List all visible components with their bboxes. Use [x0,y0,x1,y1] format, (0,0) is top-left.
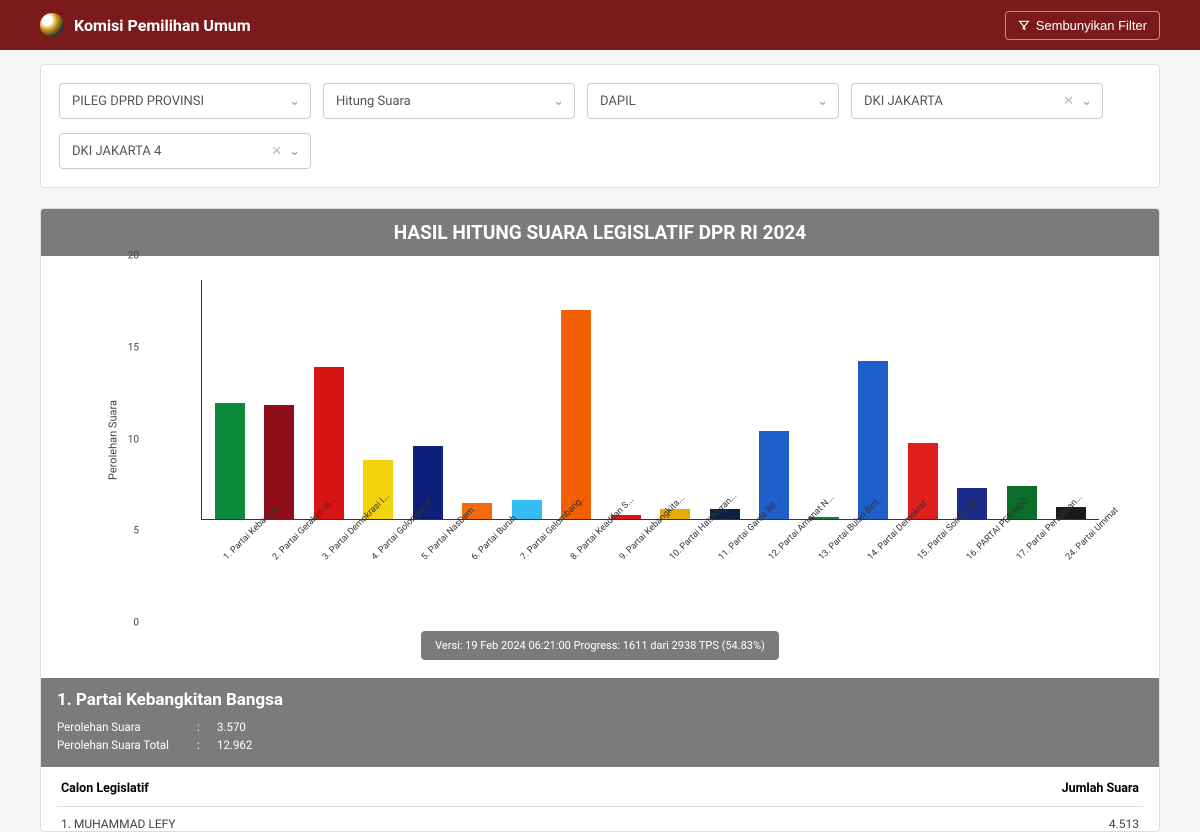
chevron-down-icon: ⌄ [289,144,300,159]
bar-slot [701,280,749,519]
bar-slot [602,280,650,519]
candidate-votes: 4.513 [1109,817,1139,831]
stat-value: 12.962 [211,736,1143,754]
x-labels: 1. Partai Kebangki...2. Partai Gerakan I… [201,520,1099,615]
bar[interactable] [858,361,888,519]
select-mode[interactable]: Hitung Suara ⌄ [323,83,575,119]
select-province[interactable]: DKI JAKARTA ✕ ⌄ [851,83,1103,119]
chevron-down-icon: ⌄ [289,94,300,109]
stat-label: Perolehan Suara [57,718,197,736]
select-value: PILEG DPRD PROVINSI [72,94,204,109]
clear-icon[interactable]: ✕ [1063,94,1074,109]
bar-slot [751,280,799,519]
bar-slot [305,280,353,519]
results-card: HASIL HITUNG SUARA LEGISLATIF DPR RI 202… [40,208,1160,832]
bar-slot [404,280,452,519]
toggle-filter-button[interactable]: Sembunyikan Filter [1005,11,1160,40]
bar-slot [503,280,551,519]
bar-slot [899,280,947,519]
bar[interactable] [512,500,542,519]
stat-value: 3.570 [211,718,1143,736]
select-subregion[interactable]: DKI JAKARTA 4 ✕ ⌄ [59,133,311,169]
candidate-table: Calon Legislatif Jumlah Suara 1. MUHAMMA… [41,767,1159,831]
select-value: Hitung Suara [336,94,411,109]
chevron-down-icon: ⌄ [553,94,564,109]
plot-area [201,280,1099,520]
chevron-down-icon: ⌄ [1081,94,1092,109]
bar-slot [206,280,254,519]
y-tick: 0 [133,618,139,629]
bar-slot [553,280,601,519]
brand-title: Komisi Pemilihan Umum [74,16,251,35]
kpu-logo-icon [40,13,64,37]
chart-title: HASIL HITUNG SUARA LEGISLATIF DPR RI 202… [41,209,1159,256]
brand: Komisi Pemilihan Umum [40,13,251,37]
table-row: 1. MUHAMMAD LEFY 4.513 [57,807,1143,831]
bar[interactable] [215,403,245,519]
candidate-name: 1. MUHAMMAD LEFY [61,817,176,831]
bar-slot [800,280,848,519]
x-label: 24. Partai Ummat [1064,555,1131,622]
bar-slot [998,280,1046,519]
col-votes: Jumlah Suara [1062,781,1139,796]
bar-slot [949,280,997,519]
version-pill: Versi: 19 Feb 2024 06:21:00 Progress: 16… [421,631,779,660]
y-tick: 20 [128,251,139,262]
bar[interactable] [561,310,591,519]
table-header: Calon Legislatif Jumlah Suara [57,781,1143,807]
select-value: DKI JAKARTA 4 [72,144,161,159]
bar-chart [201,280,1099,520]
clear-icon[interactable]: ✕ [271,144,282,159]
party-title: 1. Partai Kebangkitan Bangsa [57,690,1143,710]
bar-slot [1048,280,1096,519]
bar-slot [850,280,898,519]
col-candidate: Calon Legislatif [61,781,149,796]
bar-slot [256,280,304,519]
filter-icon [1018,19,1030,31]
filter-panel: PILEG DPRD PROVINSI ⌄ Hitung Suara ⌄ DAP… [40,64,1160,188]
bar-slot [355,280,403,519]
select-election-type[interactable]: PILEG DPRD PROVINSI ⌄ [59,83,311,119]
bar-slot [652,280,700,519]
toggle-filter-label: Sembunyikan Filter [1036,18,1147,33]
select-value: DKI JAKARTA [864,94,943,109]
chart-wrap: Perolehan Suara 05101520 1. Partai Keban… [41,256,1159,623]
y-tick: 15 [128,342,139,353]
stat-label: Perolehan Suara Total [57,736,197,754]
select-value: DAPIL [600,94,636,109]
y-tick: 10 [128,434,139,445]
chevron-down-icon: ⌄ [817,94,828,109]
topbar: Komisi Pemilihan Umum Sembunyikan Filter [0,0,1200,50]
y-tick: 5 [133,526,139,537]
select-dapil[interactable]: DAPIL ⌄ [587,83,839,119]
party-detail-header: 1. Partai Kebangkitan Bangsa Perolehan S… [41,678,1159,767]
bar-slot [454,280,502,519]
y-ticks: 05101520 [111,256,139,623]
